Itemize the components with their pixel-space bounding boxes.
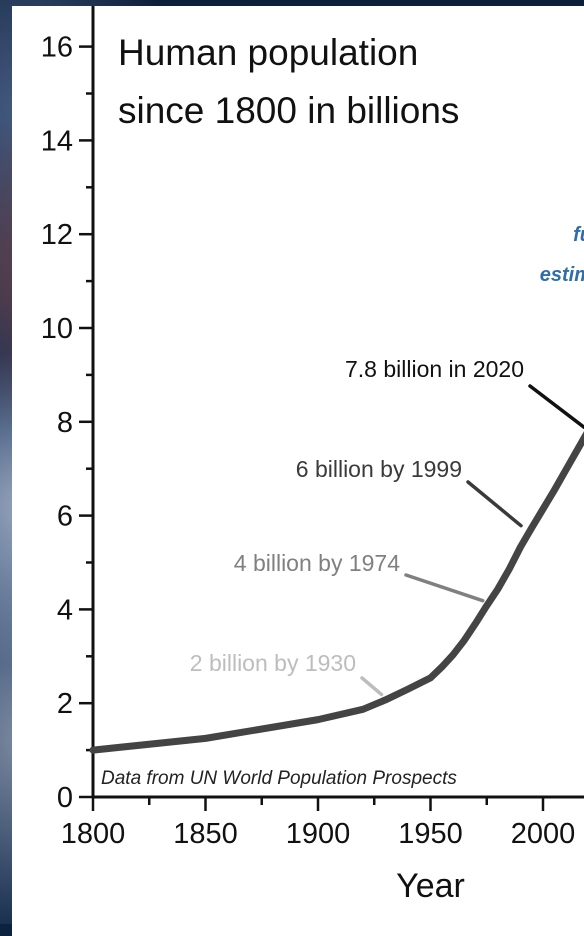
- data-point: [205, 737, 206, 739]
- x-tick-label: 1850: [173, 818, 238, 850]
- x-tick-label: 1800: [61, 818, 126, 850]
- y-tick-label: 12: [41, 219, 73, 251]
- y-tick-label: 2: [57, 688, 73, 720]
- data-point: [362, 708, 364, 710]
- data-point: [497, 588, 499, 590]
- chart-title-line-1: Human population: [118, 32, 419, 73]
- y-tick-label: 10: [41, 313, 73, 345]
- x-tick-label: 1900: [286, 818, 351, 850]
- y-tick-label: 14: [41, 125, 73, 157]
- annotation-label: 7.8 billion in 2020: [345, 356, 524, 382]
- y-tick-label: 6: [57, 501, 73, 533]
- annotation-label: 4 billion by 1974: [234, 550, 400, 576]
- data-point: [542, 508, 544, 510]
- data-point: [317, 719, 319, 721]
- x-tick-label: 2000: [511, 818, 576, 850]
- source-note: Data from UN World Population Prospects: [101, 768, 457, 789]
- annotation-leader: [466, 480, 523, 528]
- data-point: [520, 546, 521, 548]
- chart-panel: Human population since 1800 in billions …: [12, 6, 584, 936]
- annotation-leader: [360, 676, 384, 697]
- data-point: [553, 489, 555, 491]
- x-axis-label: Year: [396, 867, 465, 905]
- projection-label-line-1: fu: [573, 224, 584, 246]
- data-point: [441, 666, 443, 668]
- data-point: [407, 688, 409, 690]
- data-point: [92, 749, 94, 751]
- data-point: [565, 470, 566, 472]
- data-point: [508, 568, 510, 570]
- y-tick-label: 8: [57, 407, 73, 439]
- y-tick-label: 16: [41, 32, 73, 64]
- y-tick-label: 4: [57, 594, 73, 626]
- data-point: [385, 699, 386, 701]
- projection-label-line-2: estim: [539, 264, 584, 286]
- data-point: [475, 622, 476, 624]
- data-point: [452, 654, 454, 656]
- data-point: [430, 677, 431, 679]
- annotation-label: 6 billion by 1999: [296, 456, 462, 482]
- data-point: [486, 605, 488, 607]
- data-point: [576, 450, 578, 452]
- data-point: [463, 639, 465, 641]
- y-tick-label: 0: [57, 782, 73, 814]
- data-point: [531, 527, 533, 529]
- chart-title-line-2: since 1800 in billions: [118, 90, 460, 131]
- x-tick-label: 1950: [398, 818, 463, 850]
- annotation-label: 2 billion by 1930: [190, 650, 356, 676]
- annotation-leader: [404, 573, 485, 603]
- annotation-leader: [528, 384, 584, 429]
